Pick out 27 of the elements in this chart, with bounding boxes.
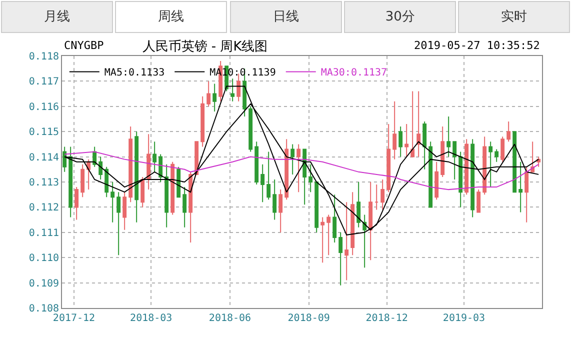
y-tick-label: 0.118 [28,52,59,62]
y-tick-label: 0.109 [28,278,59,290]
legend-label: MA30:0.1137 [320,68,388,79]
text: 30分 [385,10,415,24]
chart-title: 人民币英镑 - 周K线图 [142,40,268,55]
text: 月线 [44,10,70,24]
x-tick-label: 2018-12 [366,313,408,324]
y-tick-label: 0.116 [28,102,59,113]
x-tick-label: 2018-03 [130,313,172,324]
y-tick-label: 0.111 [28,228,59,239]
y-tick-label: 0.114 [28,152,59,164]
text: 实时 [501,10,528,24]
y-tick-label: 0.117 [28,76,59,88]
text: CNYGBP [64,39,104,52]
x-tick-label: 2017-12 [52,313,96,324]
y-tick-label: 0.113 [28,178,59,188]
x-tick-label: 2018-06 [208,313,252,324]
legend-label: MA5:0.1133 [104,68,165,79]
text: 2019-05-27 10:35:52 [414,39,540,52]
x-tick-label: 2019-03 [442,313,486,324]
text: 日线 [273,10,300,24]
y-tick-label: 0.112 [28,202,59,214]
y-tick-label: 0.110 [28,253,59,264]
y-tick-label: 0.108 [28,304,59,314]
x-tick-label: 2018-09 [288,313,330,324]
text: 周线 [158,10,184,24]
y-tick-label: 0.115 [28,127,59,138]
